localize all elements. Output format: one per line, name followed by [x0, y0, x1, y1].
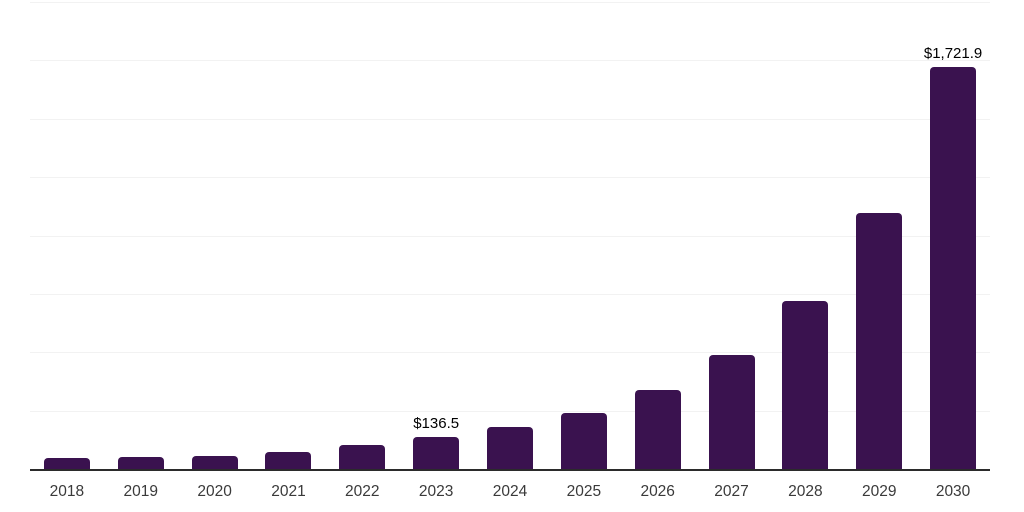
x-tick-label-2019: 2019	[123, 483, 159, 500]
gridline	[30, 177, 990, 179]
x-tick-label-2027: 2027	[714, 483, 749, 500]
bar-2022	[339, 445, 386, 469]
x-tick-label-2025: 2025	[566, 483, 602, 500]
bar-2026	[634, 390, 681, 469]
bar-2028	[782, 301, 829, 469]
gridline	[30, 118, 990, 120]
gridline	[30, 2, 990, 3]
value-label-2023: $136.5	[413, 415, 460, 433]
bar-2025	[560, 412, 607, 469]
x-tick-label-2018: 2018	[49, 483, 85, 500]
x-tick-label-2020: 2020	[197, 483, 232, 500]
bar-2021	[265, 451, 312, 469]
x-tick-label-2021: 2021	[271, 483, 306, 500]
x-tick-label-2030: 2030	[935, 483, 971, 500]
bar-2024	[487, 426, 533, 469]
gridline	[30, 410, 990, 412]
bar-2029	[856, 213, 903, 469]
value-label-2030: $1,721.9	[923, 44, 983, 62]
x-tick-label-2023: 2023	[418, 483, 454, 500]
gridline	[30, 60, 990, 62]
x-axis-line	[30, 469, 990, 471]
x-tick-label-2024: 2024	[492, 483, 528, 500]
bar-2019	[117, 457, 164, 469]
gridline	[30, 235, 990, 237]
gridline	[30, 352, 990, 354]
x-tick-label-2026: 2026	[640, 483, 675, 500]
bar-2030	[930, 66, 977, 469]
bar-2020	[191, 455, 238, 469]
x-tick-label-2029: 2029	[861, 483, 897, 500]
x-tick-label-2022: 2022	[345, 483, 380, 500]
bar-2023	[413, 437, 460, 469]
x-tick-label-2028: 2028	[788, 483, 823, 500]
bar-2027	[708, 355, 755, 469]
gridline	[30, 293, 990, 295]
bar-2018	[43, 458, 90, 469]
